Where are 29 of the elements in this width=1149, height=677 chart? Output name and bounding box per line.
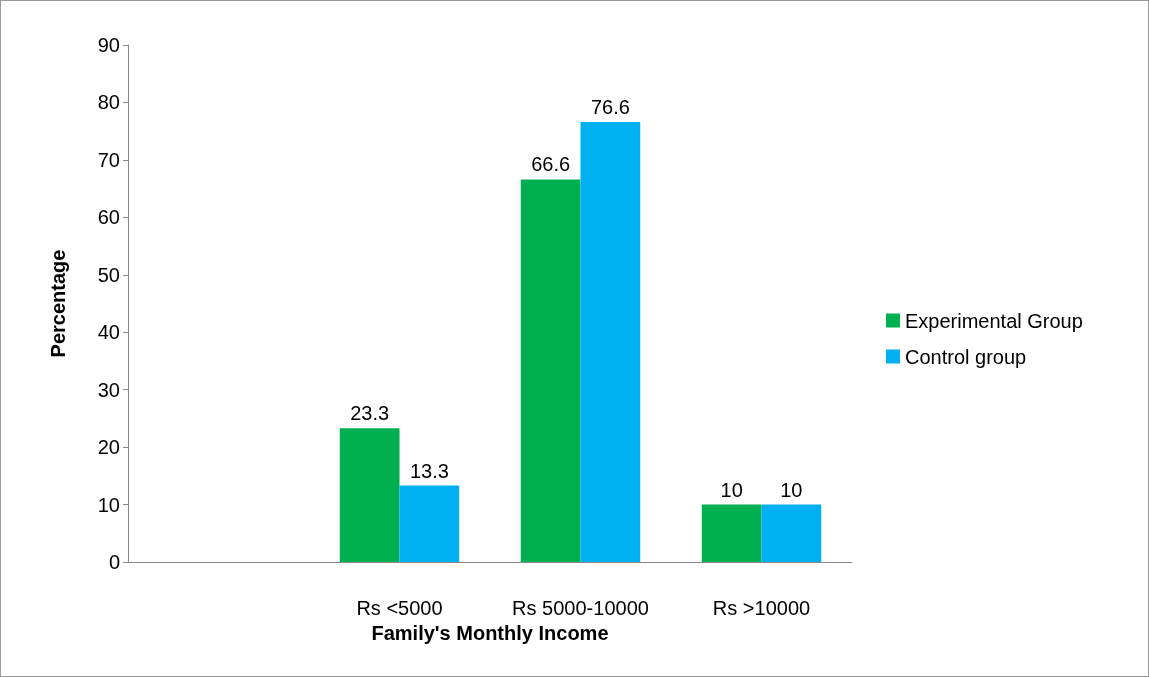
data-label: 13.3 [409, 459, 449, 482]
x-axis-title: Family's Monthly Income [371, 621, 609, 644]
y-tick-label: 90 [97, 34, 120, 56]
x-tick-label: Rs >10000 [712, 597, 811, 619]
data-label: 76.6 [590, 95, 630, 118]
x-tick-label: Rs 5000-10000 [512, 597, 649, 619]
data-label: 23.3 [350, 402, 390, 425]
y-axis-title: Percentage [47, 249, 69, 358]
bar [580, 121, 641, 562]
y-tick-label: 20 [97, 436, 120, 459]
y-tick-label: 40 [97, 321, 120, 344]
y-tick-label: 50 [97, 263, 120, 286]
y-tick-label: 30 [97, 378, 120, 401]
bar [520, 179, 581, 562]
data-label: 10 [720, 478, 743, 501]
data-label: 10 [780, 478, 803, 501]
x-tick-label: Rs <5000 [356, 597, 443, 619]
bar [339, 428, 400, 562]
legend-label: Experimental Group [905, 309, 1083, 332]
y-tick-label: 70 [97, 148, 120, 171]
bar [701, 504, 762, 562]
bar [761, 504, 822, 562]
bar [399, 485, 460, 562]
y-tick-label: 80 [97, 91, 120, 114]
legend-label: Control group [905, 345, 1027, 368]
y-tick-label: 0 [108, 551, 120, 573]
data-label: 66.6 [531, 153, 571, 176]
y-tick-label: 10 [97, 493, 120, 516]
y-tick-label: 60 [97, 206, 120, 229]
